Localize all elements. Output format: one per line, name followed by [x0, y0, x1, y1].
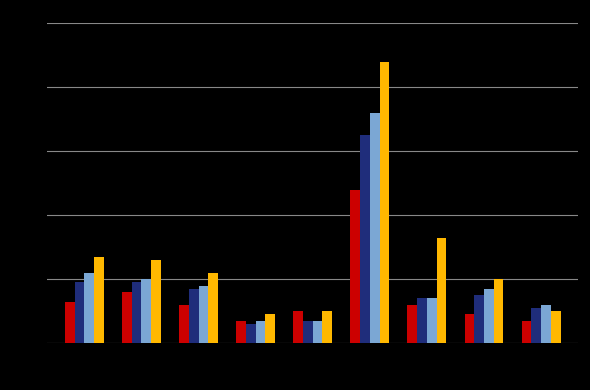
- Bar: [532, 308, 541, 343]
- Bar: [379, 62, 389, 343]
- Bar: [322, 311, 332, 343]
- Bar: [74, 282, 84, 343]
- Bar: [408, 305, 417, 343]
- Bar: [484, 289, 494, 343]
- Bar: [151, 260, 161, 343]
- Bar: [522, 321, 532, 343]
- Bar: [437, 238, 446, 343]
- Bar: [360, 135, 370, 343]
- Bar: [303, 321, 313, 343]
- Bar: [189, 289, 198, 343]
- Bar: [84, 273, 94, 343]
- Bar: [142, 279, 151, 343]
- Bar: [208, 273, 218, 343]
- Bar: [541, 305, 551, 343]
- Bar: [246, 324, 255, 343]
- Bar: [132, 282, 142, 343]
- Bar: [350, 190, 360, 343]
- Bar: [198, 285, 208, 343]
- Bar: [417, 298, 427, 343]
- Bar: [474, 295, 484, 343]
- Bar: [236, 321, 246, 343]
- Bar: [313, 321, 322, 343]
- Bar: [370, 113, 379, 343]
- Bar: [65, 301, 74, 343]
- Bar: [179, 305, 189, 343]
- Bar: [94, 257, 104, 343]
- Bar: [464, 314, 474, 343]
- Bar: [551, 311, 560, 343]
- Bar: [122, 292, 132, 343]
- Bar: [255, 321, 266, 343]
- Bar: [266, 314, 275, 343]
- Bar: [293, 311, 303, 343]
- Bar: [427, 298, 437, 343]
- Bar: [494, 279, 503, 343]
